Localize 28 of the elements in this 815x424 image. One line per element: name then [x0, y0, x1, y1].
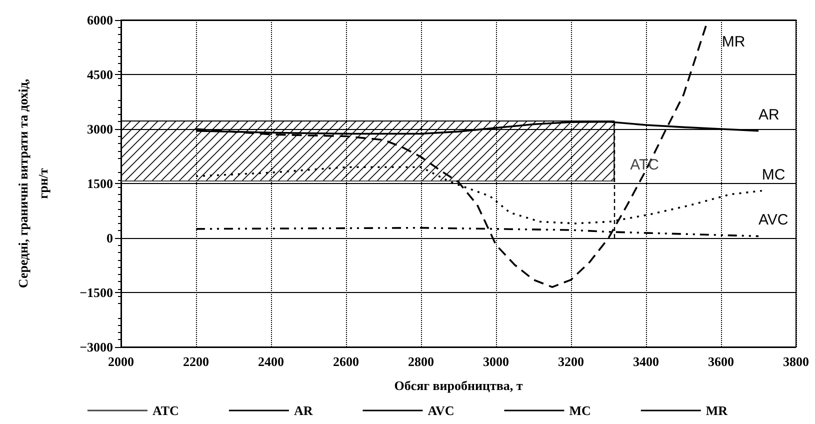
x-tick-label: 3400: [633, 354, 659, 369]
x-tick-label: 2000: [108, 354, 134, 369]
x-tick-label: 3800: [783, 354, 809, 369]
y-tick-label: −3000: [80, 340, 113, 354]
text: AVC: [758, 212, 788, 229]
y-tick-label: 0: [106, 230, 113, 246]
x-tick-label: 2200: [183, 354, 209, 369]
x-tick-label: 2600: [333, 354, 359, 369]
x-tick-label: 3200: [558, 354, 584, 369]
legend-label: AVC: [428, 403, 454, 418]
legend-label: MC: [569, 403, 591, 418]
text: MR: [722, 34, 746, 50]
y-tick-label: 4500: [87, 67, 113, 82]
y-tick-label: 1500: [87, 176, 113, 191]
legend-label: AR: [294, 403, 314, 418]
text: MC: [762, 166, 786, 184]
legend-label: ATC: [152, 403, 179, 418]
text: AR: [758, 106, 780, 124]
x-tick-label: 3600: [708, 354, 734, 369]
y-tick-label: 3000: [87, 122, 113, 136]
x-tick-label: 2400: [258, 354, 284, 369]
x-axis-title: Обсяг виробництва, т: [394, 378, 524, 393]
y-tick-label: −1500: [80, 285, 113, 300]
x-tick-label: 2800: [408, 354, 434, 369]
x-tick-label: 3000: [483, 354, 509, 369]
y-tick-label: 6000: [87, 12, 113, 28]
legend-label: MR: [706, 403, 728, 418]
y-axis-title: Середні, граничні витрати та дохід, грн/т: [16, 78, 50, 288]
